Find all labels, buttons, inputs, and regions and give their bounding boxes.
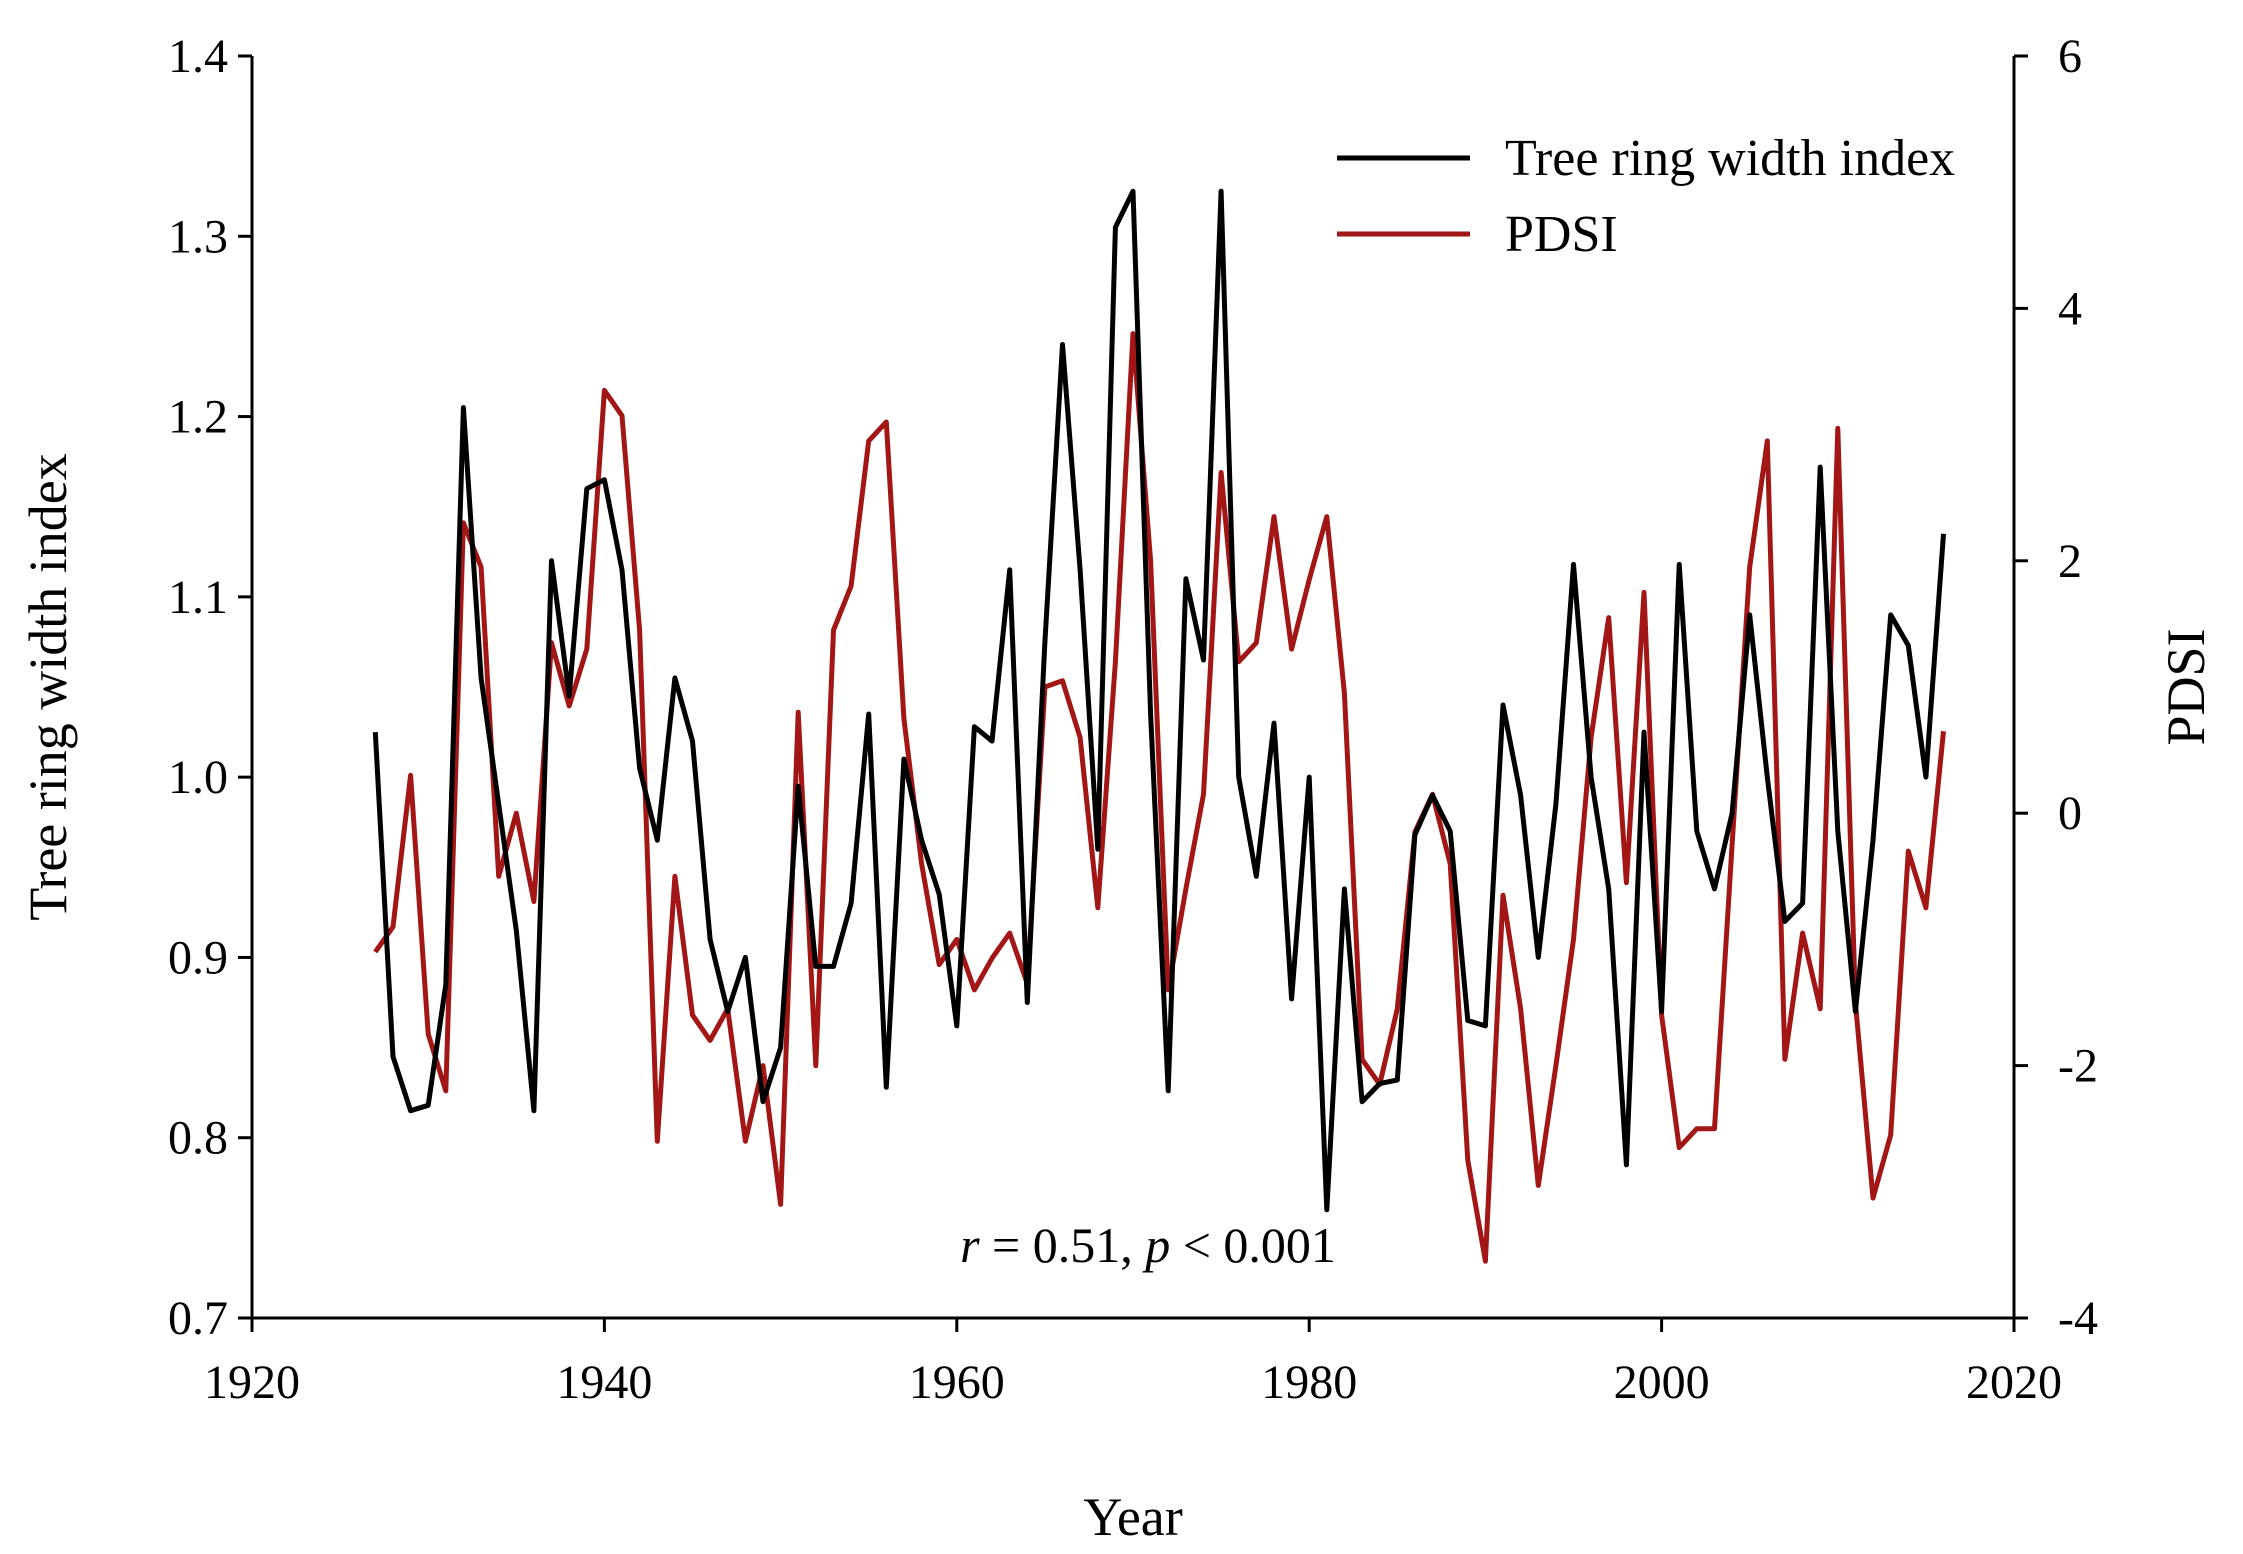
y2-tick-label: 4 <box>2058 282 2082 335</box>
y-tick-label: 1.1 <box>168 571 228 624</box>
y2-axis-title: PDSI <box>2156 628 2216 745</box>
y-tick-label: 1.3 <box>168 210 228 263</box>
annotation-r-symbol: r <box>960 1217 980 1273</box>
legend-label-tree-ring: Tree ring width index <box>1505 130 1955 187</box>
x-tick-label: 1920 <box>204 1356 300 1409</box>
legend: Tree ring width index PDSI <box>1337 130 1955 263</box>
y-tick-label: 0.7 <box>168 1292 228 1345</box>
annotation-p-text: < 0.001 <box>1170 1217 1336 1273</box>
correlation-annotation: r = 0.51, p < 0.001 <box>960 1217 1336 1273</box>
x-axis-ticks: 1920 1940 1960 1980 2000 2020 <box>204 1318 2062 1409</box>
y-tick-label: 1.2 <box>168 391 228 444</box>
y2-tick-label: 0 <box>2058 787 2082 840</box>
series-line-pdsi <box>373 331 1946 1264</box>
y-tick-label: 1.4 <box>168 30 228 83</box>
y-axis-title: Tree ring width index <box>18 453 78 920</box>
x-tick-label: 2000 <box>1614 1356 1710 1409</box>
legend-label-pdsi: PDSI <box>1505 206 1618 263</box>
y2-tick-label: -4 <box>2058 1292 2098 1345</box>
y2-tick-label: -2 <box>2058 1040 2098 1093</box>
series-layer <box>372 188 1946 1264</box>
x-tick-label: 1940 <box>556 1356 652 1409</box>
y-tick-label: 1.0 <box>168 751 228 804</box>
annotation-r-text: = 0.51, <box>980 1217 1146 1273</box>
annotation-p-symbol: p <box>1142 1217 1170 1273</box>
x-tick-label: 1980 <box>1261 1356 1357 1409</box>
x-tick-label: 1960 <box>909 1356 1005 1409</box>
series-line-tree-ring <box>372 188 1946 1213</box>
x-tick-label: 2020 <box>1966 1356 2062 1409</box>
y-axis-ticks: 0.7 0.8 0.9 1.0 1.1 1.2 1.3 1.4 <box>168 30 252 1345</box>
y-tick-label: 0.9 <box>168 931 228 984</box>
y2-tick-label: 6 <box>2058 30 2082 83</box>
y2-axis-ticks: -4 -2 0 2 4 6 <box>2014 30 2098 1345</box>
x-axis-title: Year <box>1083 1487 1183 1547</box>
y-tick-label: 0.8 <box>168 1112 228 1165</box>
y2-tick-label: 2 <box>2058 535 2082 588</box>
